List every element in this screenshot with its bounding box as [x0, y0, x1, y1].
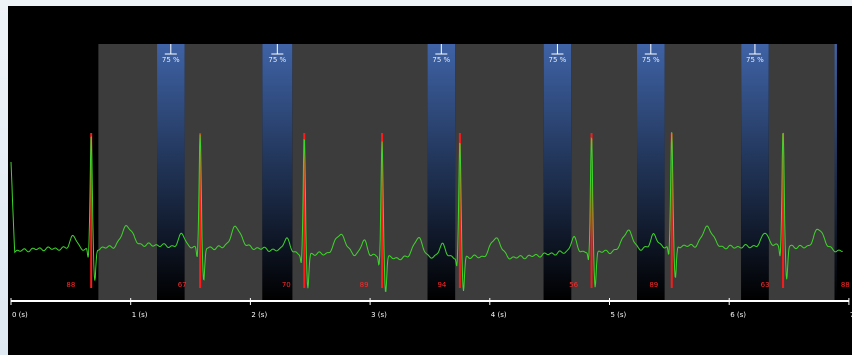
- window-band-3: [543, 44, 572, 300]
- band-label-4: 75 %: [642, 56, 660, 64]
- heart-rate-label-4: 94: [437, 281, 446, 289]
- rr-segment-1: [184, 44, 263, 300]
- heart-rate-label-3: 89: [360, 281, 369, 289]
- x-tick-label-1: 1 (s): [132, 311, 148, 319]
- window-band-0: [157, 44, 185, 300]
- band-label-2: 75 %: [432, 56, 450, 64]
- window-band-2: [427, 44, 456, 300]
- x-tick-label-3: 3 (s): [371, 311, 387, 319]
- rr-segment-3: [455, 44, 544, 300]
- heart-rate-label-6: 89: [649, 281, 658, 289]
- band-label-5: 75 %: [746, 56, 764, 64]
- heart-rate-label-1: 67: [178, 281, 187, 289]
- window-band-5: [741, 44, 769, 300]
- heart-rate-label-5: 56: [569, 281, 578, 289]
- x-tick-label-6: 6 (s): [730, 311, 746, 319]
- window-band-1: [262, 44, 293, 300]
- band-label-3: 75 %: [549, 56, 567, 64]
- rr-segment-2: [292, 44, 428, 300]
- x-tick-label-0: 0 (s): [12, 311, 28, 319]
- x-tick-label-2: 2 (s): [251, 311, 267, 319]
- heart-rate-label-8: 88: [841, 281, 850, 289]
- ecg-panel: 75 % 75 % 75 % 75 % 75 % 75 % 88 67 70 89 94 56 89 63…: [8, 6, 852, 355]
- x-tick-label-5: 5 (s): [611, 311, 627, 319]
- ecg-chart: 75 % 75 % 75 % 75 % 75 % 75 % 88 67 70 89 94 56 89 63…: [10, 44, 852, 319]
- rr-segment-4: [571, 44, 638, 300]
- heart-rate-label-7: 63: [761, 281, 770, 289]
- heart-rate-label-2: 70: [282, 281, 291, 289]
- heart-rate-label-0: 88: [66, 281, 75, 289]
- band-label-0: 75 %: [162, 56, 180, 64]
- rr-segment-0: [98, 44, 158, 300]
- rr-segment-6: [768, 44, 835, 300]
- ecg-trace: [10, 132, 843, 293]
- window-band-4: [637, 44, 665, 300]
- x-tick-label-4: 4 (s): [491, 311, 507, 319]
- rr-segment-5: [664, 44, 742, 300]
- x-tick-label-7: 7: [850, 311, 852, 319]
- band-label-1: 75 %: [268, 56, 286, 64]
- window-band-6: [834, 44, 837, 300]
